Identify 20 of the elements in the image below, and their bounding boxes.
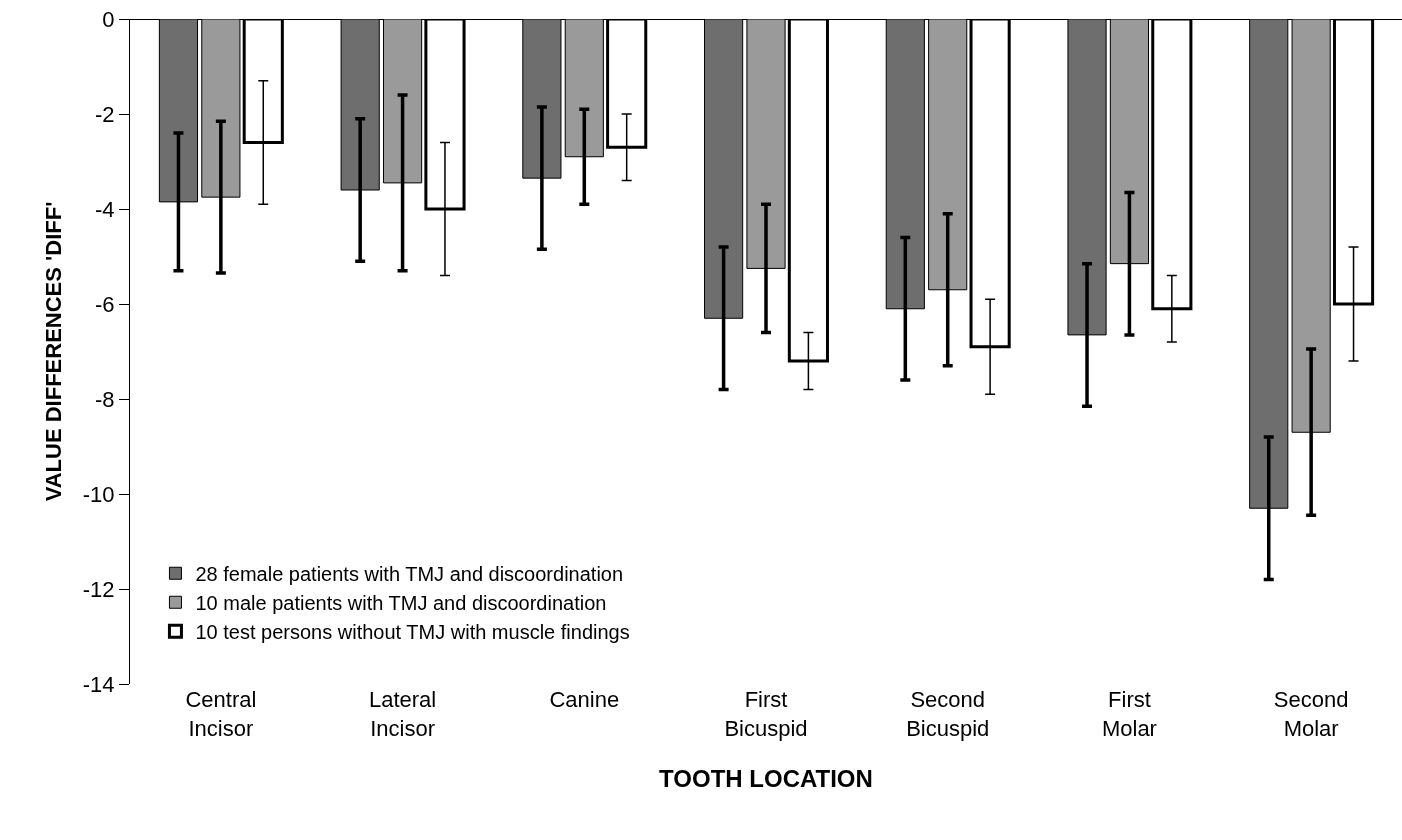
y-tick-label: -10	[82, 481, 115, 507]
y-tick-label: -6	[95, 291, 115, 317]
y-tick-label: -4	[95, 196, 115, 222]
x-tick-label: First Molar	[1101, 687, 1157, 741]
x-tick-label: Second Bicuspid	[906, 687, 990, 741]
x-tick-label: Central Incisor	[185, 687, 257, 741]
legend-label: 10 male patients with TMJ and discoordination	[195, 592, 607, 615]
x-tick-label: Canine	[549, 687, 620, 712]
y-tick-label: 0	[102, 6, 115, 32]
y-axis-title: VALUE DIFFERENCES 'DIFF'	[40, 201, 66, 502]
y-tick-label: -12	[82, 576, 115, 602]
legend-label: 10 test persons without TMJ with muscle findings	[195, 621, 630, 644]
x-tick-label: Lateral Incisor	[368, 687, 437, 741]
y-tick-label: -2	[95, 101, 115, 127]
y-tick-label: -14	[82, 671, 115, 697]
x-tick-label: Second Molar	[1273, 687, 1349, 741]
x-axis-title: TOOTH LOCATION	[659, 764, 873, 792]
x-tick-label: First Bicuspid	[724, 687, 808, 741]
legend-label: 28 female patients with TMJ and discoordination	[195, 563, 624, 586]
y-tick-label: -8	[95, 386, 115, 412]
